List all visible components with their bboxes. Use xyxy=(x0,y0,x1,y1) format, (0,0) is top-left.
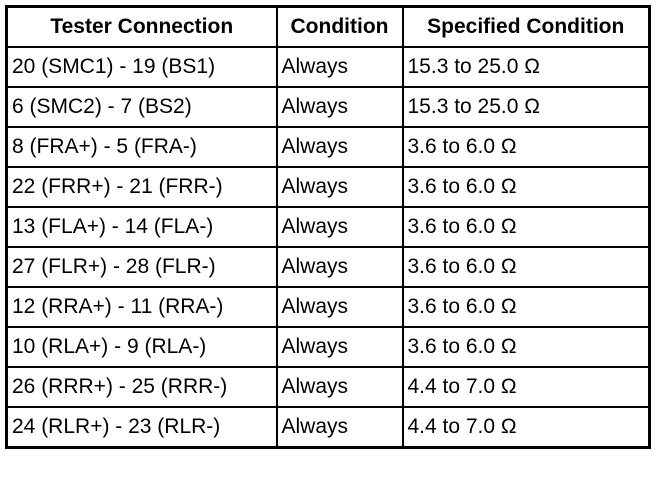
header-cell: Tester Connection xyxy=(5,5,278,48)
table-cell: 8 (FRA+) - 5 (FRA-) xyxy=(5,126,278,168)
table-cell: Always xyxy=(275,366,404,408)
table-cell: 3.6 to 6.0 Ω xyxy=(401,206,651,248)
table-cell: Always xyxy=(275,166,404,208)
table-row: 24 (RLR+) - 23 (RLR-) Always 4.4 to 7.0 Ω xyxy=(5,406,651,449)
table-cell: Always xyxy=(275,46,404,88)
table-row: 12 (RRA+) - 11 (RRA-) Always 3.6 to 6.0 Ω xyxy=(5,286,651,328)
table-cell: Always xyxy=(275,206,404,248)
table-body: 20 (SMC1) - 19 (BS1) Always 15.3 to 25.0 Ω… xyxy=(5,46,651,449)
table-cell: Always xyxy=(275,286,404,328)
table-cell: 3.6 to 6.0 Ω xyxy=(401,126,651,168)
table-cell: 3.6 to 6.0 Ω xyxy=(401,286,651,328)
table-cell: Always xyxy=(275,126,404,168)
table-cell: Always xyxy=(275,406,404,449)
table-cell: 20 (SMC1) - 19 (BS1) xyxy=(5,46,278,88)
table-row: 27 (FLR+) - 28 (FLR-) Always 3.6 to 6.0 Ω xyxy=(5,246,651,288)
table-row: 13 (FLA+) - 14 (FLA-) Always 3.6 to 6.0 Ω xyxy=(5,206,651,248)
table-cell: 12 (RRA+) - 11 (RRA-) xyxy=(5,286,278,328)
table-row: 10 (RLA+) - 9 (RLA-) Always 3.6 to 6.0 Ω xyxy=(5,326,651,368)
table-cell: Always xyxy=(275,246,404,288)
table-cell: 3.6 to 6.0 Ω xyxy=(401,166,651,208)
table-cell: 26 (RRR+) - 25 (RRR-) xyxy=(5,366,278,408)
header-cell: Specified Condition xyxy=(401,5,651,48)
table-cell: 3.6 to 6.0 Ω xyxy=(401,246,651,288)
table-cell: 10 (RLA+) - 9 (RLA-) xyxy=(5,326,278,368)
table-cell: Always xyxy=(275,86,404,128)
table-cell: 3.6 to 6.0 Ω xyxy=(401,326,651,368)
spec-table: Tester Connection Condition Specified Cond… xyxy=(5,5,651,449)
table-cell: 15.3 to 25.0 Ω xyxy=(401,86,651,128)
table-cell: 13 (FLA+) - 14 (FLA-) xyxy=(5,206,278,248)
header-cell: Condition xyxy=(275,5,404,48)
table-row: 6 (SMC2) - 7 (BS2) Always 15.3 to 25.0 Ω xyxy=(5,86,651,128)
table-cell: 6 (SMC2) - 7 (BS2) xyxy=(5,86,278,128)
table-row: 20 (SMC1) - 19 (BS1) Always 15.3 to 25.0 Ω xyxy=(5,46,651,88)
table-cell: 4.4 to 7.0 Ω xyxy=(401,406,651,449)
table-cell: 27 (FLR+) - 28 (FLR-) xyxy=(5,246,278,288)
table-row: 26 (RRR+) - 25 (RRR-) Always 4.4 to 7.0 Ω xyxy=(5,366,651,408)
header-row: Tester Connection Condition Specified Cond… xyxy=(5,5,651,48)
table-cell: 22 (FRR+) - 21 (FRR-) xyxy=(5,166,278,208)
table-cell: 15.3 to 25.0 Ω xyxy=(401,46,651,88)
table-cell: 4.4 to 7.0 Ω xyxy=(401,366,651,408)
table-row: 22 (FRR+) - 21 (FRR-) Always 3.6 to 6.0 Ω xyxy=(5,166,651,208)
table-cell: Always xyxy=(275,326,404,368)
table-cell: 24 (RLR+) - 23 (RLR-) xyxy=(5,406,278,449)
table-row: 8 (FRA+) - 5 (FRA-) Always 3.6 to 6.0 Ω xyxy=(5,126,651,168)
